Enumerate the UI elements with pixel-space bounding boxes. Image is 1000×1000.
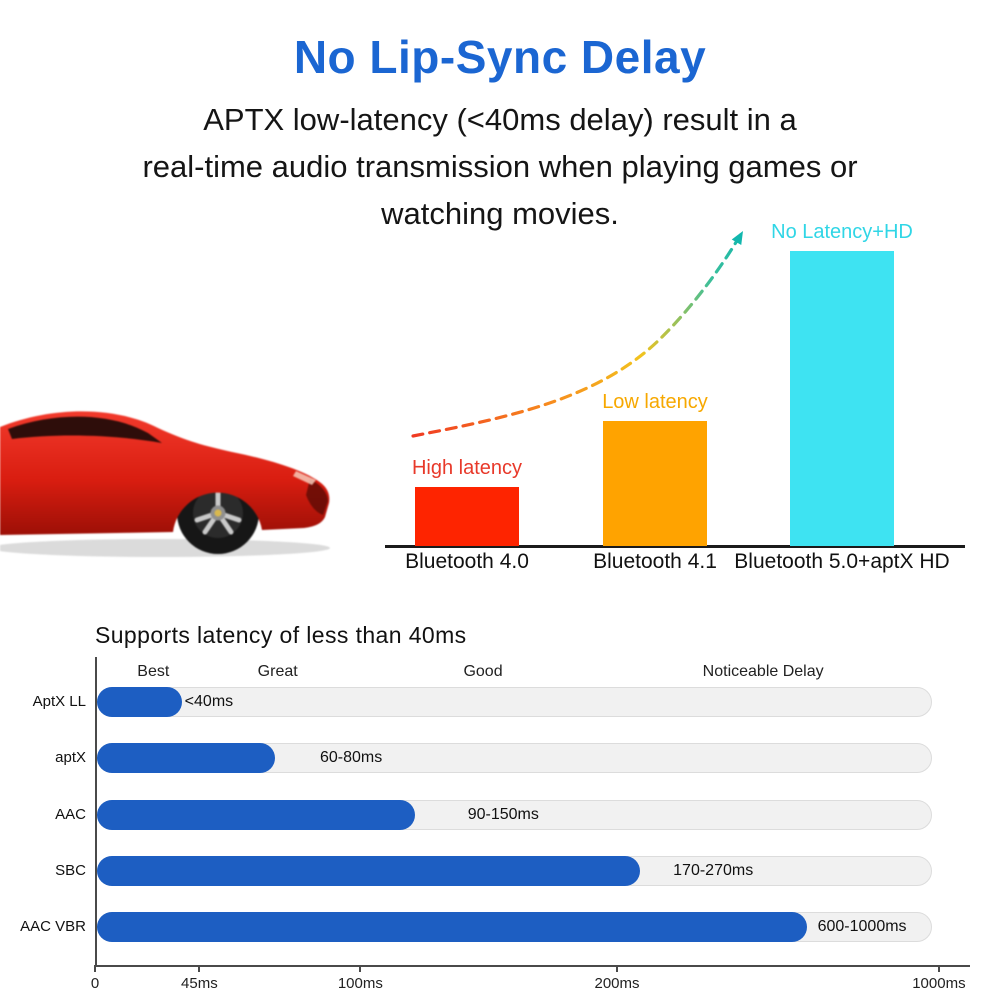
bar-column: High latency Bluetooth 4.0 [405,218,529,578]
x-axis-tick-label: 1000ms [912,975,966,992]
bluetooth-latency-chart: High latency Bluetooth 4.0 Low latency Blue… [385,218,965,578]
zone-header: Great [257,663,298,680]
page-title: No Lip-Sync Delay [293,31,707,83]
x-axis-line [95,965,970,967]
bar-category-label: Bluetooth 4.0 [405,550,529,573]
x-axis-tick-label: 45ms [181,975,218,992]
bar [415,487,519,546]
row-label: SBC [55,862,86,879]
bar-track [97,687,932,717]
y-axis-line [95,657,97,967]
x-axis-tickmark [616,965,618,972]
x-axis-tick-label: 100ms [337,975,383,992]
bar-annotation-label: No Latency+HD [771,221,913,243]
zone-header: Good [463,663,503,680]
subtitle-line-1: APTX low-latency (<40ms delay) result in… [203,102,797,137]
value-label: 60-80ms [319,749,383,766]
bar [790,251,894,546]
row-label: AptX LL [32,693,86,710]
subtitle-line-2: real-time audio transmission when playin… [142,149,858,184]
x-axis-tick-label: 0 [90,975,100,992]
bar-column: No Latency+HD Bluetooth 5.0+aptX HD [734,218,949,578]
car-body [0,411,330,535]
latency-bar [97,687,182,717]
codec-latency-chart: Best Great Good Noticeable Delay AptX LL <40m… [0,655,1000,1000]
value-label: 170-270ms [673,862,754,879]
bottom-chart-title: Supports latency of less than 40ms [95,622,467,648]
bar-category-label: Bluetooth 5.0+aptX HD [734,550,950,573]
value-label: 90-150ms [467,806,539,823]
zone-header: Best [137,663,170,680]
x-axis-tickmark [937,965,940,972]
latency-bar [97,800,415,830]
x-axis-tickmark [359,965,362,972]
bar [603,421,707,546]
chart-baseline [385,545,965,548]
car-grille [306,479,328,515]
car-headlight-icon [293,471,316,485]
row-label: AAC [55,806,86,823]
subtitle: APTX low-latency (<40ms delay) result in… [0,96,1000,237]
bar-annotation-label: High latency [411,457,523,479]
subtitle-line-3: watching movies. [381,196,619,231]
latency-bar [97,856,640,886]
zone-header: Noticeable Delay [702,663,824,680]
x-axis-tick-label: 200ms [594,975,640,992]
latency-bar [97,912,807,942]
latency-bar [97,743,275,773]
x-axis-tickmark [198,965,201,972]
bar-category-label: Bluetooth 4.1 [593,550,717,573]
x-axis-tickmark [94,965,96,972]
value-label: 600-1000ms [817,918,907,935]
row-label: AAC VBR [20,918,86,935]
row-label: aptX [55,749,86,766]
car-window [8,416,162,443]
bar-annotation-label: Low latency [602,391,708,413]
value-label: <40ms [184,693,234,710]
bar-column: Low latency Bluetooth 4.1 [593,218,717,578]
car-illustration [0,411,330,557]
rising-arrow-icon [411,231,743,438]
sports-car-image [0,383,335,561]
